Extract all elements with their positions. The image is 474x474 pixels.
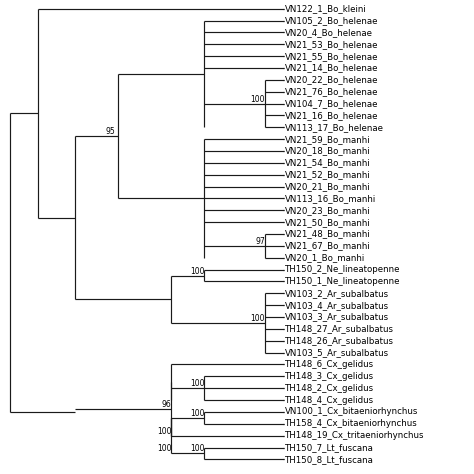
Text: TH150_7_Lt_fuscana: TH150_7_Lt_fuscana — [285, 443, 374, 452]
Text: 97: 97 — [255, 237, 265, 246]
Text: 100: 100 — [190, 266, 204, 275]
Text: VN21_50_Bo_manhi: VN21_50_Bo_manhi — [285, 218, 371, 227]
Text: TH148_3_Cx_gelidus: TH148_3_Cx_gelidus — [285, 372, 374, 381]
Text: VN20_4_Bo_helenae: VN20_4_Bo_helenae — [285, 28, 373, 37]
Text: 100: 100 — [190, 445, 204, 454]
Text: TH150_1_Ne_lineatopenne: TH150_1_Ne_lineatopenne — [285, 277, 401, 286]
Text: TH148_27_Ar_subalbatus: TH148_27_Ar_subalbatus — [285, 324, 394, 333]
Text: TH148_26_Ar_subalbatus: TH148_26_Ar_subalbatus — [285, 336, 394, 345]
Text: VN20_21_Bo_manhi: VN20_21_Bo_manhi — [285, 182, 371, 191]
Text: 100: 100 — [157, 427, 172, 436]
Text: VN113_17_Bo_helenae: VN113_17_Bo_helenae — [285, 123, 384, 132]
Text: TH148_19_Cx_tritaeniorhynchus: TH148_19_Cx_tritaeniorhynchus — [285, 431, 425, 440]
Text: VN21_54_Bo_manhi: VN21_54_Bo_manhi — [285, 158, 371, 167]
Text: 100: 100 — [251, 95, 265, 104]
Text: VN21_16_Bo_helenae: VN21_16_Bo_helenae — [285, 111, 379, 120]
Text: VN20_23_Bo_manhi: VN20_23_Bo_manhi — [285, 206, 371, 215]
Text: VN21_48_Bo_manhi: VN21_48_Bo_manhi — [285, 229, 371, 238]
Text: TH148_4_Cx_gelidus: TH148_4_Cx_gelidus — [285, 396, 374, 405]
Text: VN103_2_Ar_subalbatus: VN103_2_Ar_subalbatus — [285, 289, 389, 298]
Text: VN21_76_Bo_helenae: VN21_76_Bo_helenae — [285, 87, 379, 96]
Text: TH150_2_Ne_lineatopenne: TH150_2_Ne_lineatopenne — [285, 265, 401, 274]
Text: VN20_1_Bo_manhi: VN20_1_Bo_manhi — [285, 253, 365, 262]
Text: VN103_3_Ar_subalbatus: VN103_3_Ar_subalbatus — [285, 312, 389, 321]
Text: VN20_22_Bo_helenae: VN20_22_Bo_helenae — [285, 75, 379, 84]
Text: TH158_4_Cx_bitaeniorhynchus: TH158_4_Cx_bitaeniorhynchus — [285, 419, 418, 428]
Text: 100: 100 — [190, 379, 204, 388]
Text: VN21_52_Bo_manhi: VN21_52_Bo_manhi — [285, 170, 371, 179]
Text: 100: 100 — [157, 445, 172, 454]
Text: VN21_67_Bo_manhi: VN21_67_Bo_manhi — [285, 241, 371, 250]
Text: 96: 96 — [162, 400, 172, 409]
Text: VN103_5_Ar_subalbatus: VN103_5_Ar_subalbatus — [285, 348, 389, 357]
Text: VN122_1_Bo_kleini: VN122_1_Bo_kleini — [285, 4, 367, 13]
Text: VN21_53_Bo_helenae: VN21_53_Bo_helenae — [285, 40, 379, 49]
Text: 100: 100 — [190, 409, 204, 418]
Text: TH148_2_Cx_gelidus: TH148_2_Cx_gelidus — [285, 384, 374, 392]
Text: VN21_59_Bo_manhi: VN21_59_Bo_manhi — [285, 135, 371, 144]
Text: VN104_7_Bo_helenae: VN104_7_Bo_helenae — [285, 99, 379, 108]
Text: 100: 100 — [251, 314, 265, 323]
Text: VN103_4_Ar_subalbatus: VN103_4_Ar_subalbatus — [285, 301, 389, 310]
Text: TH150_8_Lt_fuscana: TH150_8_Lt_fuscana — [285, 455, 374, 464]
Text: VN100_1_Cx_bitaeniorhynchus: VN100_1_Cx_bitaeniorhynchus — [285, 408, 419, 417]
Text: TH148_6_Cx_gelidus: TH148_6_Cx_gelidus — [285, 360, 374, 369]
Text: VN21_14_Bo_helenae: VN21_14_Bo_helenae — [285, 64, 379, 73]
Text: 95: 95 — [105, 127, 115, 136]
Text: VN105_2_Bo_helenae: VN105_2_Bo_helenae — [285, 16, 379, 25]
Text: VN21_55_Bo_helenae: VN21_55_Bo_helenae — [285, 52, 379, 61]
Text: VN20_18_Bo_manhi: VN20_18_Bo_manhi — [285, 146, 371, 155]
Text: VN113_16_Bo_manhi: VN113_16_Bo_manhi — [285, 194, 376, 203]
